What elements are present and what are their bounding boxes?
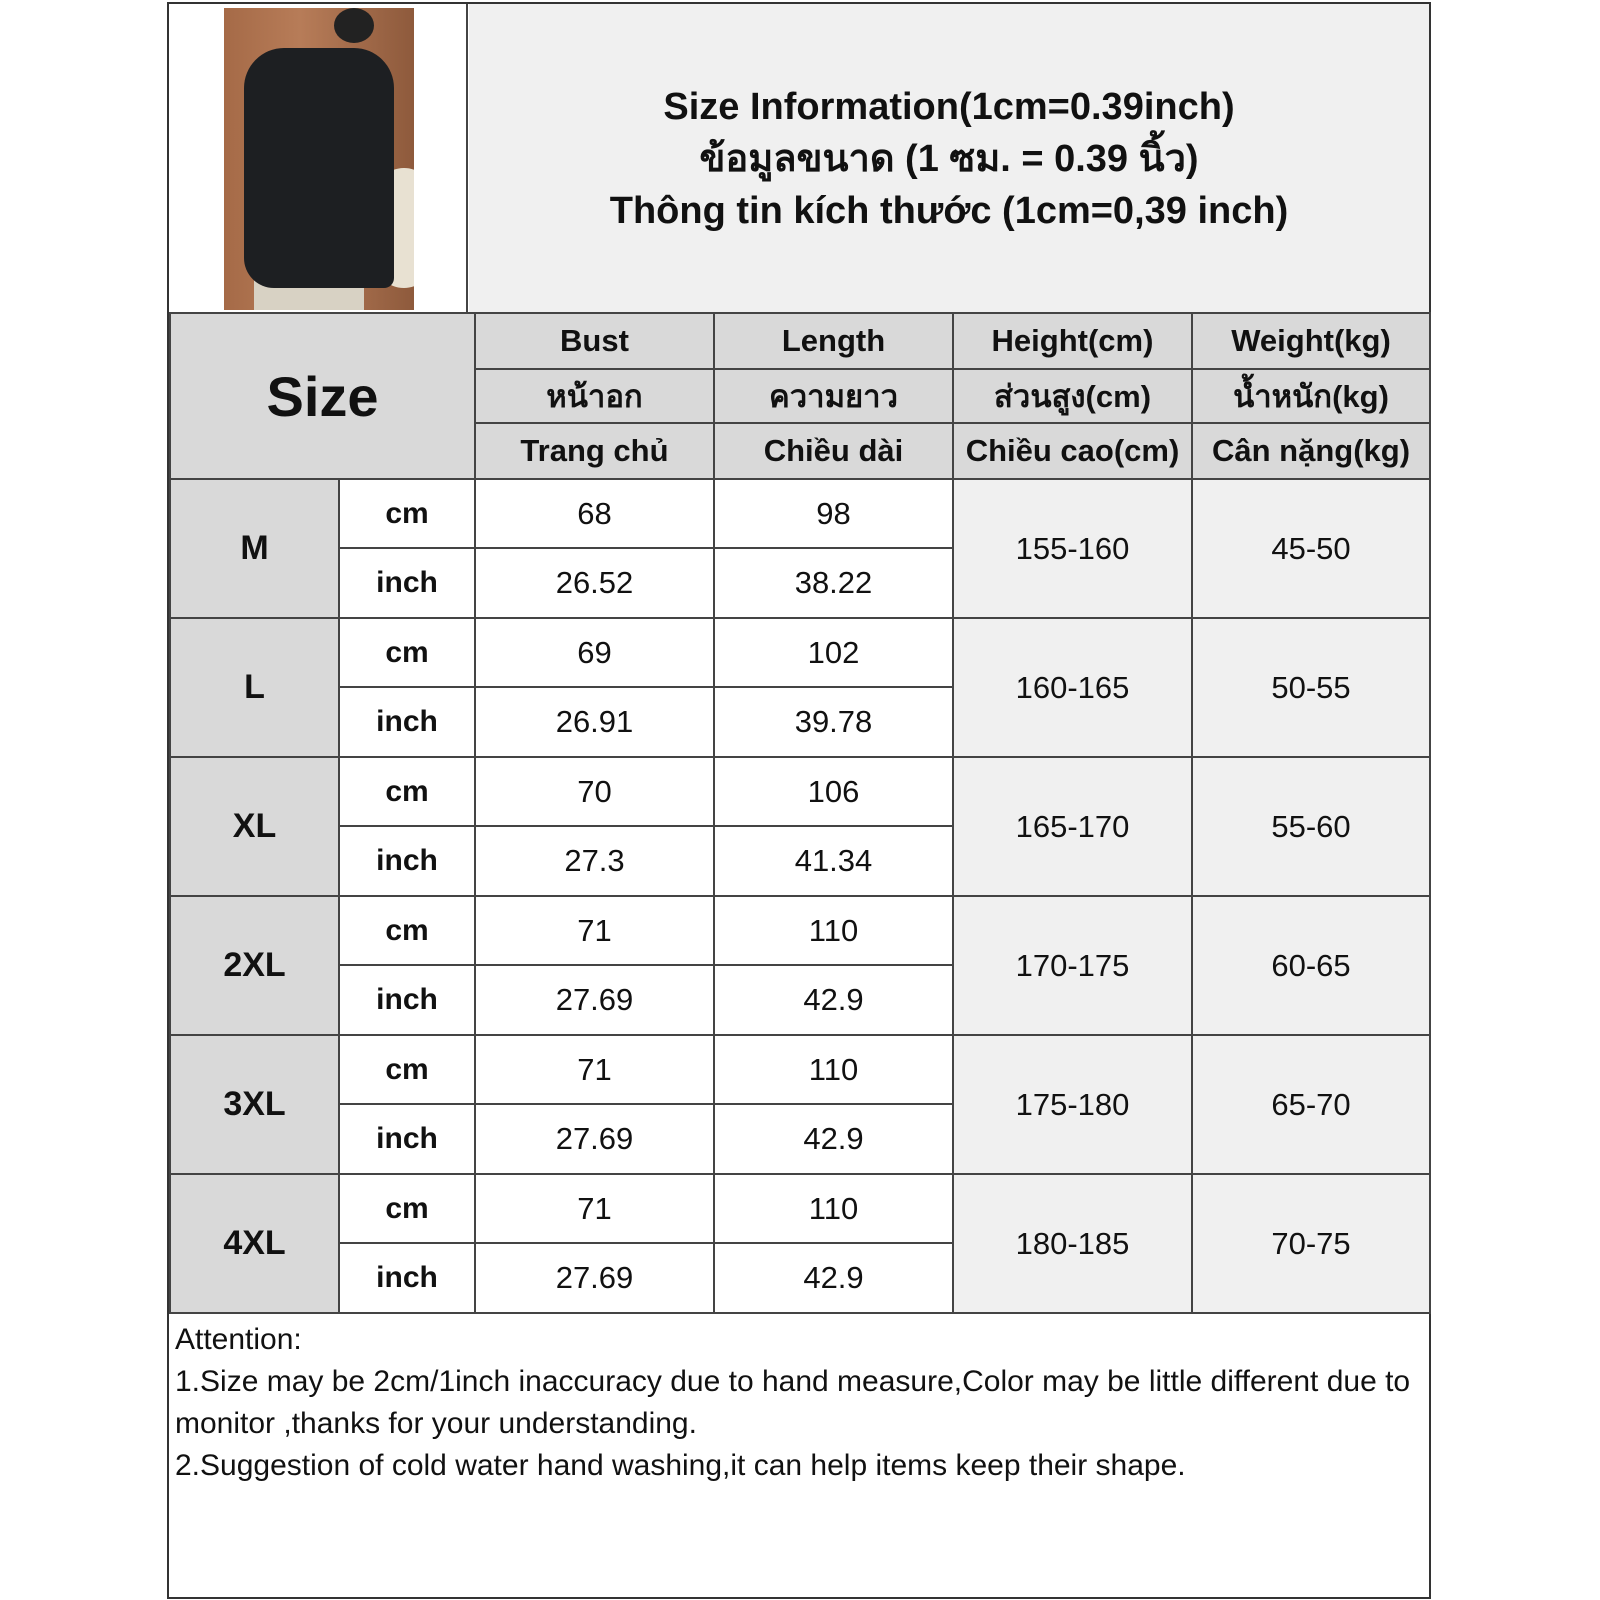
bust-inch: 26.91 xyxy=(474,686,715,758)
bust-inch: 27.69 xyxy=(474,964,715,1036)
table-row: 4XL cm 71 110 180-185 70-75 xyxy=(169,1173,1431,1314)
length-inch: 41.34 xyxy=(713,825,954,897)
weight-range: 45-50 xyxy=(1191,478,1431,619)
size-label: L xyxy=(169,617,340,758)
table-row: inch 27.69 42.9 xyxy=(170,964,1430,1036)
bust-cm: 71 xyxy=(474,895,715,966)
size-label: XL xyxy=(169,756,340,897)
unit-cm: cm xyxy=(338,895,476,966)
size-label: 3XL xyxy=(169,1034,340,1175)
length-inch: 38.22 xyxy=(713,547,954,619)
height-range: 170-175 xyxy=(952,895,1193,1036)
length-inch: 42.9 xyxy=(713,964,954,1036)
attention-note-2: 2.Suggestion of cold water hand washing,… xyxy=(175,1449,1186,1482)
header-length-thai: ความยาว xyxy=(713,368,954,424)
length-inch: 42.9 xyxy=(713,1103,954,1175)
header-height: Height(cm) xyxy=(952,312,1193,370)
bust-inch: 27.69 xyxy=(474,1242,715,1314)
header-length: Length xyxy=(713,312,954,370)
weight-range: 70-75 xyxy=(1191,1173,1431,1314)
weight-range: 50-55 xyxy=(1191,617,1431,758)
unit-cm: cm xyxy=(338,756,476,827)
unit-cm: cm xyxy=(338,478,476,549)
header-height-vietnamese: Chiều cao(cm) xyxy=(952,422,1193,480)
size-information-title: Size Information(1cm=0.39inch) ข้อมูลขนา… xyxy=(469,4,1429,313)
header-height-thai: ส่วนสูง(cm) xyxy=(952,368,1193,424)
bust-cm: 69 xyxy=(474,617,715,688)
unit-inch: inch xyxy=(338,1103,476,1175)
header-length-vietnamese: Chiều dài xyxy=(713,422,954,480)
header-weight: Weight(kg) xyxy=(1191,312,1431,370)
weight-range: 60-65 xyxy=(1191,895,1431,1036)
title-thai: ข้อมูลขนาด (1 ซม. = 0.39 นิ้ว) xyxy=(699,137,1199,180)
header-bust: Bust xyxy=(474,312,715,370)
size-header: Size xyxy=(169,312,476,480)
title-english: Size Information(1cm=0.39inch) xyxy=(663,85,1235,128)
length-cm: 106 xyxy=(713,756,954,827)
attention-notes: Attention: 1.Size may be 2cm/1inch inacc… xyxy=(169,1315,1429,1491)
unit-inch: inch xyxy=(338,964,476,1036)
bust-inch: 27.3 xyxy=(474,825,715,897)
table-row: 2XL cm 71 110 170-175 60-65 xyxy=(169,895,1431,1036)
length-cm: 98 xyxy=(713,478,954,549)
table-row: inch 26.91 39.78 xyxy=(170,686,1430,758)
table-row: inch 27.69 42.9 xyxy=(170,1242,1430,1314)
size-chart: Size Information(1cm=0.39inch) ข้อมูลขนา… xyxy=(167,2,1431,1599)
product-photo xyxy=(224,8,414,310)
bust-inch: 27.69 xyxy=(474,1103,715,1175)
unit-inch: inch xyxy=(338,686,476,758)
height-range: 155-160 xyxy=(952,478,1193,619)
unit-inch: inch xyxy=(338,825,476,897)
height-range: 160-165 xyxy=(952,617,1193,758)
length-inch: 39.78 xyxy=(713,686,954,758)
size-label: 2XL xyxy=(169,895,340,1036)
bust-inch: 26.52 xyxy=(474,547,715,619)
attention-note-1: 1.Size may be 2cm/1inch inaccuracy due t… xyxy=(175,1365,1411,1440)
length-cm: 110 xyxy=(713,1173,954,1244)
table-row: 3XL cm 71 110 175-180 65-70 xyxy=(169,1034,1431,1175)
bust-cm: 70 xyxy=(474,756,715,827)
height-range: 180-185 xyxy=(952,1173,1193,1314)
unit-inch: inch xyxy=(338,547,476,619)
length-inch: 42.9 xyxy=(713,1242,954,1314)
table-row: inch 27.69 42.9 xyxy=(170,1103,1430,1175)
unit-cm: cm xyxy=(338,1173,476,1244)
header-weight-thai: น้ำหนัก(kg) xyxy=(1191,368,1431,424)
title-vietnamese: Thông tin kích thước (1cm=0,39 inch) xyxy=(609,189,1289,232)
size-label: M xyxy=(169,478,340,619)
length-cm: 110 xyxy=(713,1034,954,1105)
size-table: Size Bust Length Height(cm) Weight(kg) ห… xyxy=(169,312,1431,1314)
length-cm: 102 xyxy=(713,617,954,688)
attention-heading: Attention: xyxy=(175,1323,302,1356)
header-weight-vietnamese: Cân nặng(kg) xyxy=(1191,422,1431,480)
unit-cm: cm xyxy=(338,617,476,688)
header-bust-vietnamese: Trang chủ xyxy=(474,422,715,480)
unit-cm: cm xyxy=(338,1034,476,1105)
header-bust-thai: หน้าอก xyxy=(474,368,715,424)
bust-cm: 71 xyxy=(474,1034,715,1105)
height-range: 165-170 xyxy=(952,756,1193,897)
height-range: 175-180 xyxy=(952,1034,1193,1175)
bust-cm: 68 xyxy=(474,478,715,549)
weight-range: 55-60 xyxy=(1191,756,1431,897)
bust-cm: 71 xyxy=(474,1173,715,1244)
length-cm: 110 xyxy=(713,895,954,966)
unit-inch: inch xyxy=(338,1242,476,1314)
weight-range: 65-70 xyxy=(1191,1034,1431,1175)
size-header-label: Size xyxy=(266,364,379,428)
table-row: inch 27.3 41.34 xyxy=(170,825,1430,897)
table-row: inch 26.52 38.22 xyxy=(170,547,1430,619)
table-row: XL cm 70 106 165-170 55-60 xyxy=(169,756,1431,897)
size-label: 4XL xyxy=(169,1173,340,1314)
